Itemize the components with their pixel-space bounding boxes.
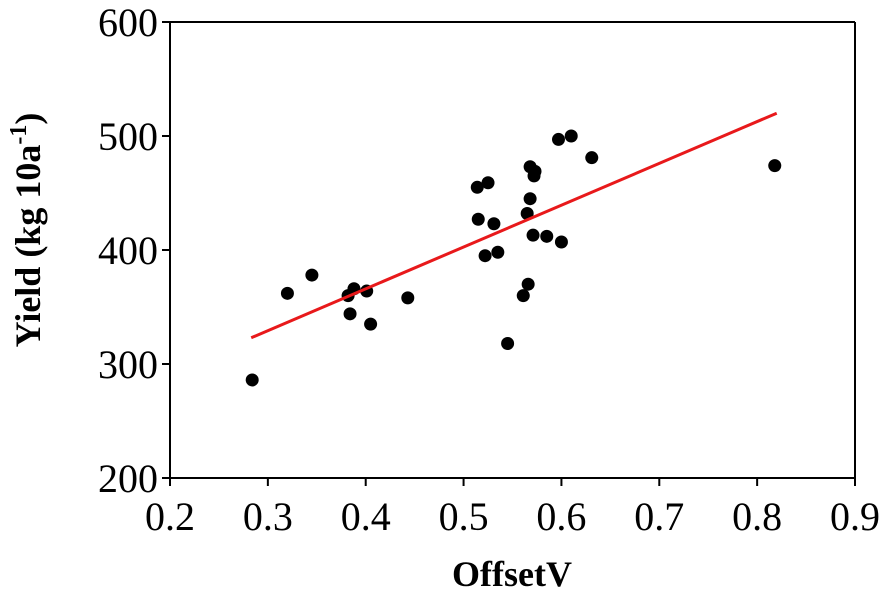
data-point [491,245,505,259]
trendline [250,111,778,340]
data-point [471,212,485,226]
trendline-group [250,111,778,340]
x-tick-label: 0.3 [243,494,293,539]
x-tick-label: 0.9 [830,494,880,539]
y-axis-title-main: Yield (kg 10a [8,145,48,348]
x-tick-label: 0.7 [634,494,684,539]
y-tick-label: 400 [98,228,158,273]
data-point [501,336,515,350]
y-tick-label: 500 [98,114,158,159]
y-tick-label: 300 [98,342,158,387]
data-point [520,207,534,221]
x-axis-title: OffsetV [452,554,572,594]
data-point [305,268,319,282]
data-point [554,235,568,249]
x-tick-label: 0.8 [732,494,782,539]
y-axis-title: Yield (kg 10a-1) [6,113,48,348]
data-point [585,151,599,165]
data-point [470,180,484,194]
data-point [245,373,259,387]
x-tick-label: 0.4 [341,494,391,539]
data-point [516,289,530,303]
x-tick-label: 0.2 [145,494,195,539]
plot-area [169,21,856,479]
data-point [478,249,492,263]
data-point [343,307,357,321]
y-axis-title-close: ) [8,113,48,125]
data-point [401,291,415,305]
x-axis-ticks: 0.2 0.3 0.4 0.5 0.6 0.7 0.8 0.9 [145,478,880,539]
data-point [364,317,378,331]
data-point [540,229,554,243]
data-point [528,164,542,178]
data-point [487,217,501,231]
x-tick-label: 0.5 [439,494,489,539]
data-point [564,129,578,143]
y-axis-ticks: 200 300 400 500 600 [98,0,170,501]
data-point [526,228,540,242]
data-point [551,132,565,146]
y-axis-title-superscript: -1 [6,125,32,145]
y-tick-label: 200 [98,456,158,501]
data-point [768,159,782,173]
data-point [523,192,537,206]
data-point [481,176,495,190]
x-tick-label: 0.6 [536,494,586,539]
data-points [245,129,782,387]
data-point [280,286,294,300]
y-tick-label: 600 [98,0,158,45]
data-point [521,277,535,291]
